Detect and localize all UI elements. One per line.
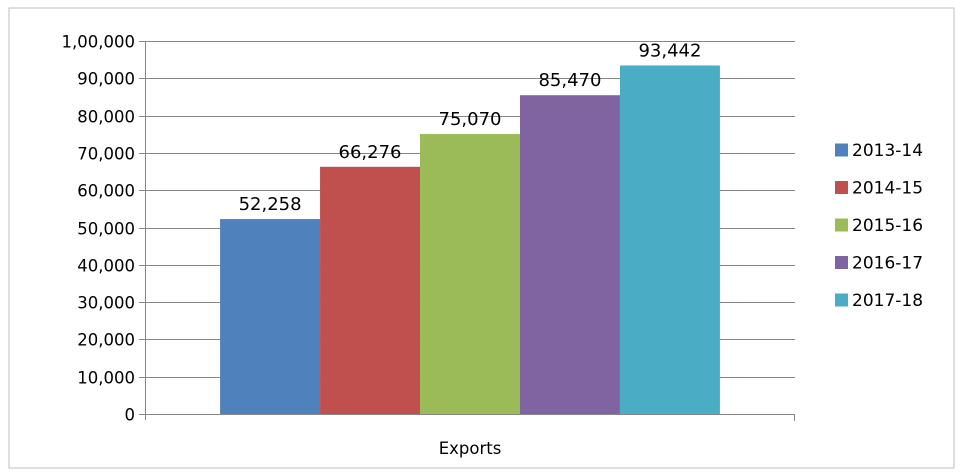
legend-swatch [835, 218, 848, 232]
y-tick-label: 40,000 [77, 257, 135, 276]
data-label: 66,276 [339, 142, 402, 163]
y-tick-label: 20,000 [77, 331, 135, 350]
bar [420, 133, 520, 415]
legend: 2013-14 2014-15 2015-16 2016-17 2017-18 [835, 141, 923, 311]
data-label: 85,470 [538, 70, 601, 91]
legend-swatch [835, 143, 848, 157]
bars [220, 65, 720, 415]
axes: 0 10,000 20,000 30,000 40,000 50,000 60,000 70,… [62, 33, 795, 458]
legend-swatch [835, 256, 848, 269]
data-label: 75,070 [439, 109, 502, 130]
y-tick-label: 0 [125, 406, 136, 425]
y-tick-label: 60,000 [77, 182, 135, 201]
y-tick-label: 70,000 [77, 145, 135, 164]
y-tick-label: 50,000 [77, 220, 135, 239]
legend-label: 2017-18 [852, 291, 923, 311]
data-label: 52,258 [239, 194, 302, 215]
legend-label: 2013-14 [852, 141, 923, 161]
bar [220, 219, 321, 414]
bar [519, 95, 620, 414]
y-tick-label: 80,000 [77, 108, 135, 127]
legend-swatch [835, 181, 848, 194]
legend-label: 2014-15 [852, 179, 923, 199]
x-category-label: Exports [439, 439, 502, 458]
y-tick-label: 10,000 [77, 369, 135, 388]
y-tick-label: 90,000 [77, 70, 135, 89]
legend-label: 2015-16 [852, 216, 923, 236]
legend-swatch [835, 293, 848, 307]
bar [619, 65, 720, 415]
data-labels: 52,258 66,276 75,070 85,470 93,442 [239, 40, 702, 215]
data-label: 93,442 [638, 40, 701, 61]
y-tick-label: 1,00,000 [62, 33, 135, 52]
y-tick-label: 30,000 [77, 294, 135, 313]
legend-label: 2016-17 [852, 254, 923, 274]
bar [320, 166, 421, 414]
